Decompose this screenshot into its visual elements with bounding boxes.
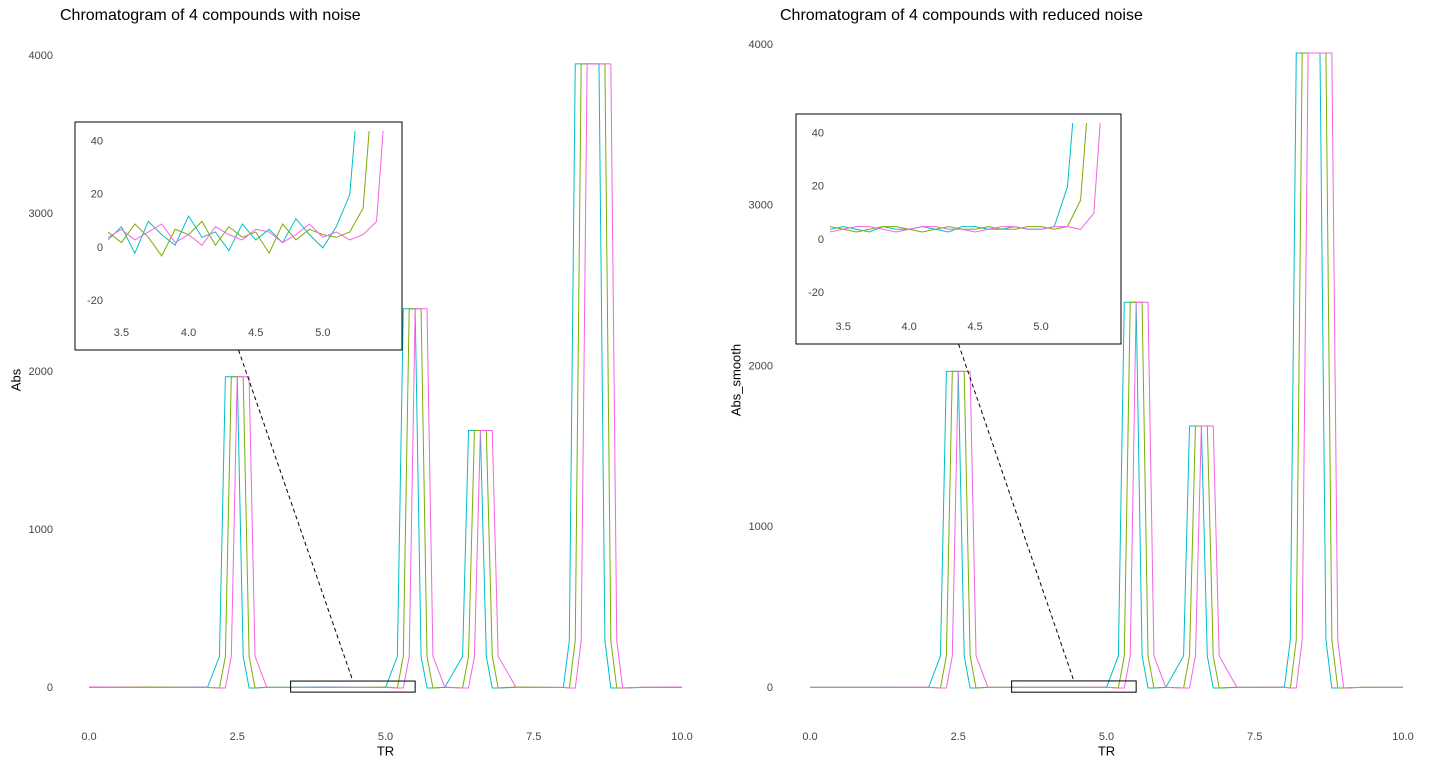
inset-x-tick-label: 4.0 <box>181 327 196 339</box>
chart-title: Chromatogram of 4 compounds with noise <box>60 7 361 24</box>
x-tick-label: 7.5 <box>526 731 541 743</box>
x-axis-title: TR <box>1098 743 1115 758</box>
y-tick-label: 4000 <box>749 39 773 51</box>
inset-y-tick-label: 20 <box>812 181 824 193</box>
x-axis-title: TR <box>377 743 394 758</box>
y-tick-label: 3000 <box>749 200 773 212</box>
inset-y-tick-label: 40 <box>91 136 103 148</box>
series-line <box>88 63 683 689</box>
inset-y-tick-label: -20 <box>87 295 103 307</box>
inset-x-tick-label: 3.5 <box>836 321 851 333</box>
y-axis-title: Abs <box>8 368 23 391</box>
x-tick-label: 10.0 <box>671 731 692 743</box>
zoom-connector <box>958 343 1075 682</box>
y-tick-label: 1000 <box>749 521 773 533</box>
series-line <box>810 52 1403 689</box>
y-tick-label: 2000 <box>749 360 773 372</box>
y-tick-label: 3000 <box>29 208 53 220</box>
inset-x-tick-label: 4.5 <box>967 321 982 333</box>
chart-title: Chromatogram of 4 compounds with reduced… <box>780 7 1143 24</box>
x-tick-label: 5.0 <box>378 731 393 743</box>
inset-y-tick-label: 0 <box>818 234 824 246</box>
series-line <box>830 123 1074 233</box>
inset-x-tick-label: 5.0 <box>315 327 330 339</box>
series-line <box>108 131 384 246</box>
inset-y-tick-label: 40 <box>812 128 824 140</box>
x-tick-label: 10.0 <box>1392 731 1413 743</box>
series-line <box>830 123 1101 233</box>
inset-plot <box>108 131 384 257</box>
inset-plot <box>830 123 1101 233</box>
x-tick-label: 2.5 <box>951 731 966 743</box>
y-tick-label: 0 <box>767 682 773 694</box>
y-tick-label: 0 <box>47 682 53 694</box>
x-tick-label: 0.0 <box>81 731 96 743</box>
inset-y-tick-label: 20 <box>91 189 103 201</box>
x-tick-label: 2.5 <box>230 731 245 743</box>
zoom-box <box>1011 680 1137 693</box>
inset-y-tick-label: 0 <box>97 242 103 254</box>
x-tick-label: 5.0 <box>1099 731 1114 743</box>
x-tick-label: 7.5 <box>1247 731 1262 743</box>
y-tick-label: 1000 <box>29 524 53 536</box>
inset-x-tick-label: 4.5 <box>248 327 263 339</box>
y-axis-title: Abs_smooth <box>728 344 743 416</box>
y-tick-label: 2000 <box>29 366 53 378</box>
inset-x-tick-label: 4.0 <box>901 321 916 333</box>
y-tick-label: 4000 <box>29 50 53 62</box>
inset-x-tick-label: 5.0 <box>1033 321 1048 333</box>
zoom-connector <box>238 349 354 682</box>
inset-y-tick-label: -20 <box>808 287 824 299</box>
inset-x-tick-label: 3.5 <box>114 327 129 339</box>
zoom-box <box>290 680 416 693</box>
x-tick-label: 0.0 <box>802 731 817 743</box>
